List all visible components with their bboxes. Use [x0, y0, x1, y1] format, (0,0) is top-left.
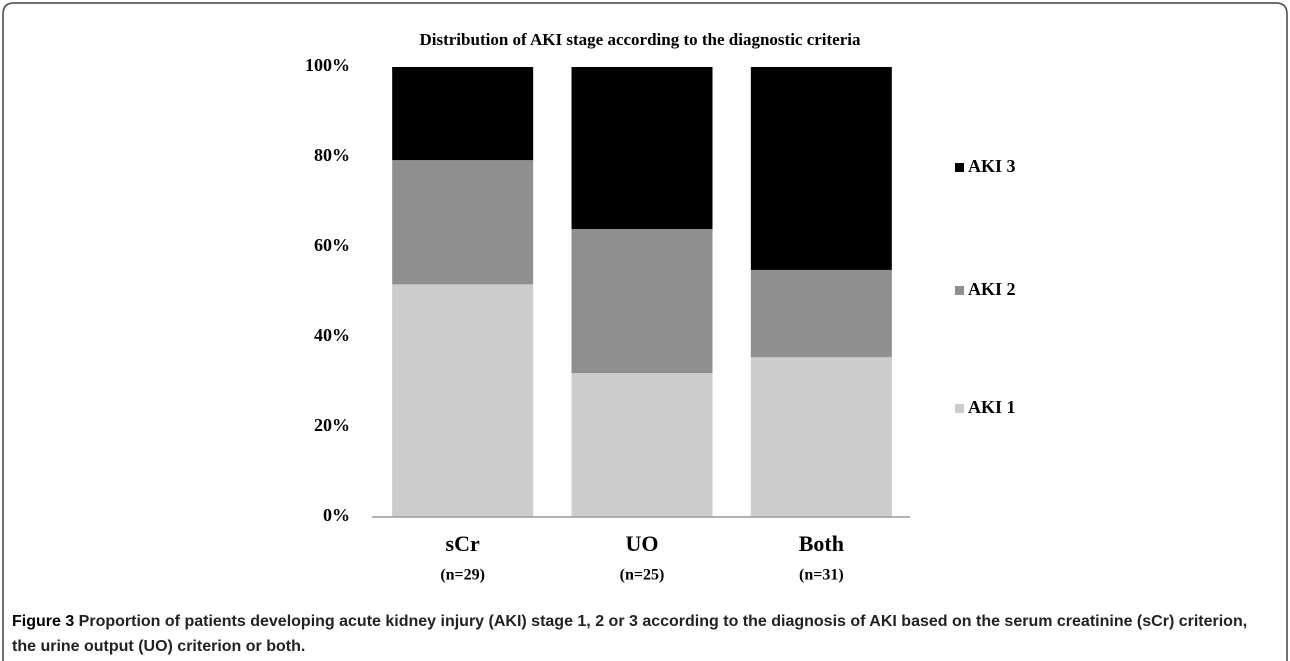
y-tick-label: 20% — [314, 415, 350, 435]
legend-swatch — [955, 286, 964, 295]
bar-segment — [750, 67, 892, 270]
bar-segment — [392, 67, 534, 161]
y-tick-label: 60% — [314, 235, 350, 255]
y-tick-label: 0% — [323, 505, 350, 525]
bar-segment — [571, 67, 713, 229]
legend-swatch — [955, 163, 964, 172]
x-tick-note: (n=29) — [440, 567, 485, 584]
y-tick-label: 100% — [305, 55, 350, 75]
x-tick-note: (n=25) — [620, 567, 665, 584]
y-tick-label: 80% — [314, 145, 350, 165]
bar-segment — [750, 357, 892, 517]
y-tick-label: 40% — [314, 325, 350, 345]
bar-segment — [571, 373, 713, 517]
caption-text: Proportion of patients developing acute … — [12, 613, 1248, 655]
legend-label: AKI 1 — [968, 397, 1016, 417]
chart-title: Distribution of AKI stage according to t… — [419, 30, 861, 49]
bar-segment — [750, 269, 892, 358]
legend-swatch — [955, 404, 964, 413]
x-tick-note: (n=31) — [799, 567, 844, 584]
legend-label: AKI 2 — [968, 279, 1016, 299]
bar-segment — [392, 284, 534, 517]
legend-label: AKI 3 — [968, 156, 1016, 176]
x-tick-label: UO — [626, 531, 659, 556]
bar-segment — [571, 229, 713, 373]
x-tick-label: Both — [799, 531, 844, 556]
bar-segment — [392, 160, 534, 285]
x-tick-label: sCr — [446, 531, 480, 556]
caption-label: Figure 3 — [12, 613, 75, 630]
caption: Figure 3 Proportion of patients developi… — [12, 609, 1262, 659]
